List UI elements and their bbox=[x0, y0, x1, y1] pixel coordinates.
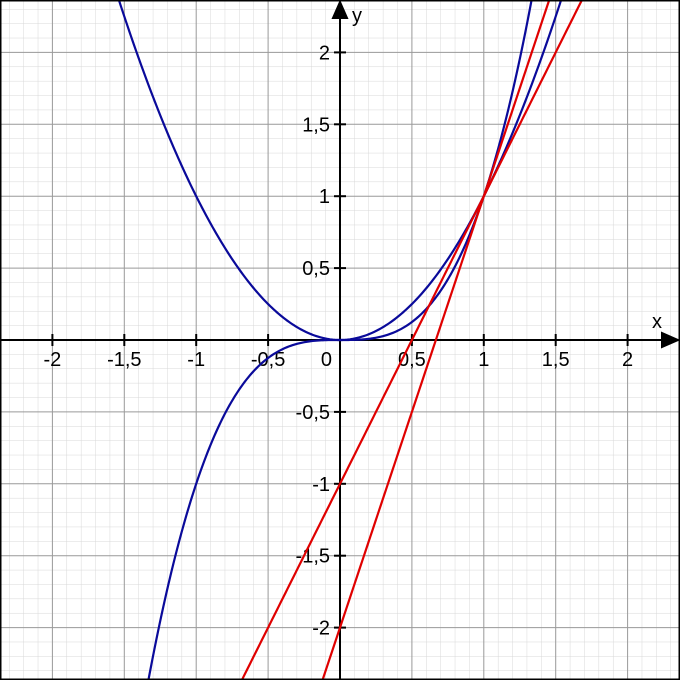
x-tick-label: 2 bbox=[622, 349, 633, 371]
x-tick-label: -1,5 bbox=[107, 349, 141, 371]
y-axis-label: y bbox=[352, 5, 362, 27]
y-tick-label: -1 bbox=[312, 474, 330, 496]
function-graph: -2-1,5-1-0,500,511,52-2-1,5-1-0,50,511,5… bbox=[0, 0, 680, 680]
y-tick-label: 0,5 bbox=[302, 258, 330, 280]
x-tick-label: 1,5 bbox=[542, 349, 570, 371]
x-tick-label: 1 bbox=[478, 349, 489, 371]
x-tick-label: -2 bbox=[44, 349, 62, 371]
y-tick-label: -2 bbox=[312, 618, 330, 640]
y-tick-label: 1 bbox=[319, 186, 330, 208]
y-tick-label: 1,5 bbox=[302, 114, 330, 136]
y-tick-label: 2 bbox=[319, 42, 330, 64]
y-tick-label: -0,5 bbox=[296, 402, 330, 424]
x-axis-label: x bbox=[652, 311, 662, 333]
x-tick-label: 0 bbox=[321, 349, 332, 371]
x-tick-label: -1 bbox=[187, 349, 205, 371]
